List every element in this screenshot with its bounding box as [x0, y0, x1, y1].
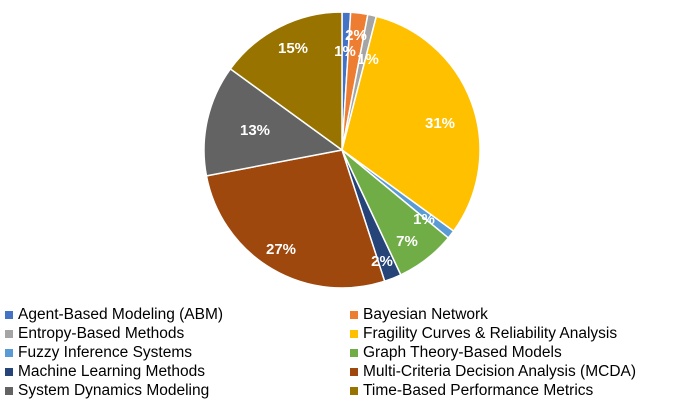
legend-label: Agent-Based Modeling (ABM) — [18, 305, 224, 323]
legend-swatch — [5, 386, 13, 395]
slice-data-label-7: 2% — [371, 253, 393, 270]
legend-label: Fragility Curves & Reliability Analysis — [363, 324, 618, 342]
legend-item-10: Time-Based Performance Metrics — [350, 381, 593, 400]
legend-label: Machine Learning Methods — [18, 362, 205, 380]
legend-item-1: Agent-Based Modeling (ABM) — [5, 305, 223, 324]
pie-data-labels: 1%2%1%31%1%7%2%27%13%15% — [240, 27, 455, 270]
legend-item-9: System Dynamics Modeling — [5, 381, 209, 400]
legend-item-5: Fuzzy Inference Systems — [5, 343, 192, 362]
legend-label: Multi-Criteria Decision Analysis (MCDA) — [363, 362, 637, 380]
legend-swatch — [350, 367, 358, 376]
legend-item-7: Machine Learning Methods — [5, 362, 205, 381]
legend-swatch — [350, 310, 358, 319]
legend-label: Fuzzy Inference Systems — [18, 343, 193, 361]
legend-swatch — [350, 348, 358, 357]
pie-slice-9 — [203, 67, 344, 177]
legend-item-2: Bayesian Network — [350, 305, 488, 324]
legend-item-6: Graph Theory-Based Models — [350, 343, 562, 362]
slice-data-label-9: 13% — [240, 122, 270, 139]
legend-swatch — [5, 348, 13, 357]
legend-swatch — [350, 386, 358, 395]
slice-data-label-2: 2% — [345, 27, 367, 44]
slice-data-label-10: 15% — [278, 40, 308, 57]
slice-data-label-8: 27% — [266, 241, 296, 258]
pie-slices — [203, 11, 481, 289]
legend-label: Time-Based Performance Metrics — [363, 381, 594, 399]
slice-data-label-3: 1% — [357, 51, 379, 68]
legend-label: System Dynamics Modeling — [18, 381, 210, 399]
legend-item-8: Multi-Criteria Decision Analysis (MCDA) — [350, 362, 636, 381]
pie-slice-4 — [341, 15, 481, 233]
pie-slice-10 — [229, 11, 343, 152]
slice-data-label-6: 7% — [396, 233, 418, 250]
legend-swatch — [5, 367, 13, 376]
slice-data-label-1: 1% — [334, 43, 356, 60]
legend-swatch — [350, 329, 358, 338]
legend-label: Entropy-Based Methods — [18, 324, 185, 342]
legend-swatch — [5, 329, 13, 338]
legend-item-3: Entropy-Based Methods — [5, 324, 184, 343]
legend-label: Bayesian Network — [363, 305, 488, 323]
slice-data-label-4: 31% — [425, 115, 455, 132]
legend-label: Graph Theory-Based Models — [363, 343, 562, 361]
legend-swatch — [5, 310, 13, 319]
legend-item-4: Fragility Curves & Reliability Analysis — [350, 324, 617, 343]
pie-slice-8 — [205, 149, 386, 289]
slice-data-label-5: 1% — [413, 211, 435, 228]
pie-chart: 1%2%1%31%1%7%2%27%13%15% — [203, 11, 481, 289]
